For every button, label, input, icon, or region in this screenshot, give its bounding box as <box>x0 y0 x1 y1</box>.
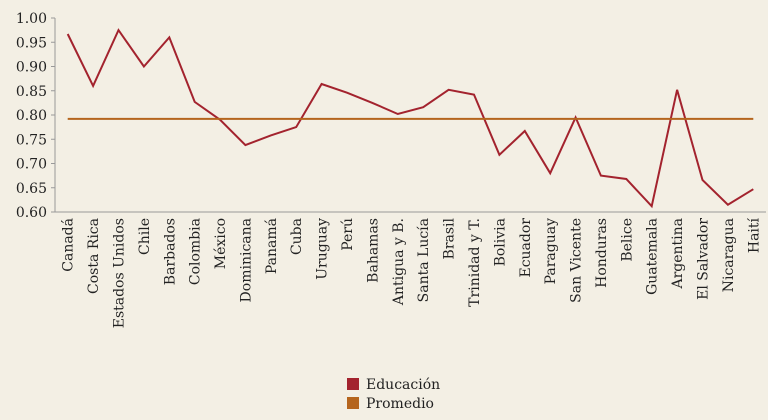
x-tick-label: Nicaragua <box>721 218 737 292</box>
x-tick-label: México <box>213 218 229 269</box>
x-tick-label: Barbados <box>162 218 178 285</box>
x-tick-label: San Vicente <box>569 218 585 303</box>
y-tick-label: 0.80 <box>16 108 47 124</box>
x-tick-label: Dominicana <box>238 218 254 302</box>
x-tick-label: Costa Rica <box>86 218 102 294</box>
x-tick-label: El Salvador <box>696 218 712 300</box>
x-tick-label: Colombia <box>188 218 204 285</box>
legend-label: Promedio <box>366 396 434 412</box>
legend-swatch <box>347 397 359 409</box>
x-tick-label: Honduras <box>594 218 610 288</box>
x-tick-label: Ecuador <box>518 218 534 278</box>
x-tick-label: Santa Lucía <box>416 218 432 302</box>
x-tick-label: Uruguay <box>315 218 331 280</box>
x-tick-label: Panamá <box>264 218 280 274</box>
x-tick-label: Paraguay <box>543 218 559 285</box>
y-tick-label: 0.95 <box>16 35 47 51</box>
line-series <box>66 28 754 209</box>
x-tick-label: Brasil <box>442 217 458 259</box>
x-tick-label: Cuba <box>289 218 305 255</box>
y-tick-label: 0.75 <box>16 132 47 148</box>
y-tick-label: 1.00 <box>16 11 47 27</box>
y-tick-label: 0.65 <box>16 181 47 197</box>
x-tick-label: Haití <box>746 217 762 253</box>
y-tick-label: 0.90 <box>16 60 47 76</box>
x-tick-label: Bahamas <box>365 218 381 283</box>
x-tick-label: Argentina <box>670 218 686 290</box>
legend-swatch <box>347 378 359 390</box>
y-tick-label: 0.60 <box>16 205 47 221</box>
x-tick-label: Belice <box>619 218 635 262</box>
x-tick-label: Canadá <box>61 218 77 272</box>
x-tick-label: Trinidad y T. <box>467 218 483 307</box>
x-tick-label: Chile <box>137 218 153 255</box>
x-tick-label: Guatemala <box>645 218 661 295</box>
x-tick-label: Estados Unidos <box>111 218 127 328</box>
legend-label: Educación <box>366 377 440 393</box>
y-tick-label: 0.85 <box>16 84 47 100</box>
x-tick-label: Bolivia <box>492 218 508 266</box>
x-tick-label: Antigua y B. <box>391 218 407 306</box>
y-tick-label: 0.70 <box>16 157 47 173</box>
x-tick-label: Perú <box>340 218 356 251</box>
